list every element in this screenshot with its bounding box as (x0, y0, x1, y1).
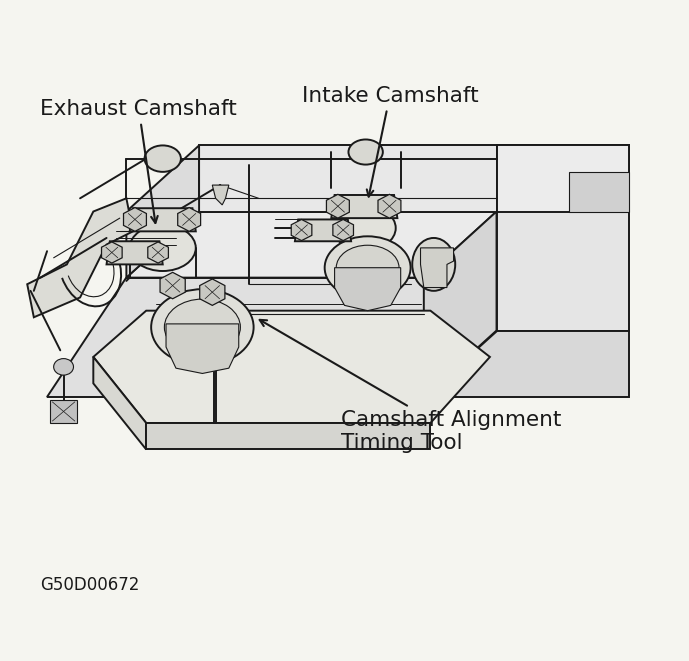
Polygon shape (569, 172, 629, 212)
Polygon shape (130, 208, 196, 231)
Polygon shape (178, 208, 200, 231)
Polygon shape (291, 219, 312, 241)
Ellipse shape (151, 290, 254, 365)
Text: G50D00672: G50D00672 (41, 576, 140, 594)
Polygon shape (424, 212, 497, 397)
Polygon shape (126, 145, 199, 278)
Polygon shape (331, 195, 398, 218)
Ellipse shape (130, 225, 196, 271)
Polygon shape (28, 198, 133, 317)
Polygon shape (93, 357, 146, 449)
Polygon shape (200, 279, 225, 305)
Polygon shape (497, 145, 629, 330)
Polygon shape (497, 145, 629, 212)
Ellipse shape (54, 358, 74, 375)
Polygon shape (333, 219, 353, 241)
Text: Exhaust Camshaft: Exhaust Camshaft (41, 99, 237, 223)
Polygon shape (420, 248, 453, 288)
Ellipse shape (336, 245, 399, 290)
Ellipse shape (349, 139, 383, 165)
Ellipse shape (333, 206, 395, 251)
Polygon shape (212, 185, 229, 205)
Polygon shape (50, 400, 76, 423)
Polygon shape (327, 194, 349, 218)
Ellipse shape (165, 299, 240, 356)
Polygon shape (199, 145, 497, 212)
Polygon shape (107, 241, 163, 264)
Polygon shape (146, 423, 431, 449)
Ellipse shape (145, 145, 181, 172)
Polygon shape (148, 242, 168, 263)
Ellipse shape (325, 237, 411, 299)
Polygon shape (166, 324, 239, 373)
Text: Camshaft Alignment
Timing Tool: Camshaft Alignment Timing Tool (260, 320, 562, 453)
Polygon shape (123, 208, 146, 231)
Polygon shape (424, 330, 629, 397)
Polygon shape (335, 268, 401, 311)
Polygon shape (378, 194, 401, 218)
Polygon shape (101, 242, 122, 263)
Text: Intake Camshaft: Intake Camshaft (302, 86, 478, 196)
Ellipse shape (412, 238, 455, 291)
Polygon shape (93, 311, 490, 423)
Polygon shape (160, 272, 185, 299)
Polygon shape (47, 278, 424, 397)
Polygon shape (295, 219, 351, 241)
Polygon shape (126, 212, 497, 278)
